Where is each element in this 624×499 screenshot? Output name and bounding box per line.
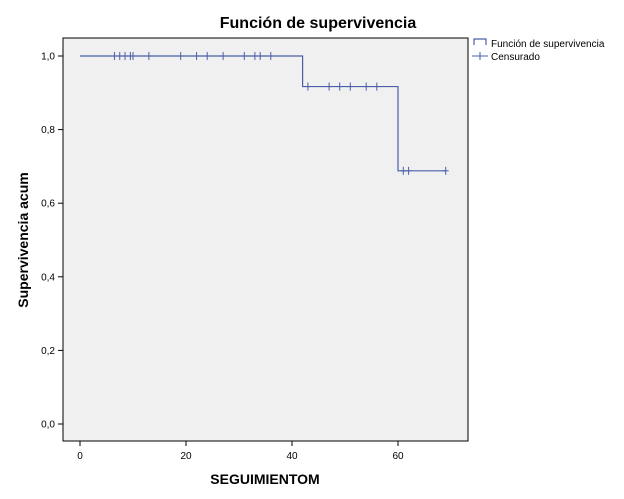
y-tick-label: 0,4	[41, 272, 55, 283]
censor-mark	[220, 52, 227, 60]
censor-mark	[177, 52, 184, 60]
y-tick-label: 0,2	[41, 346, 55, 357]
y-tick-label: 1,0	[41, 52, 55, 63]
censor-mark	[193, 52, 200, 60]
censor-mark	[257, 52, 264, 60]
censor-mark	[405, 166, 412, 175]
y-axis-title: Supervivencia acum	[15, 172, 31, 307]
censor-mark	[363, 82, 370, 91]
x-tick-label: 60	[392, 451, 404, 462]
x-tick-label: 40	[286, 451, 298, 462]
censor-mark	[400, 166, 407, 175]
censor-mark	[336, 82, 343, 91]
y-tick-label: 0,6	[41, 199, 55, 210]
censor-mark	[326, 82, 333, 91]
x-tick-label: 0	[77, 451, 83, 462]
censor-mark	[241, 52, 248, 60]
x-axis-title: SEGUIMIENTOM	[210, 471, 319, 487]
legend-entry-censored: Censurado	[472, 52, 540, 63]
censor-mark	[116, 52, 123, 60]
legend-entry-survival: Función de supervivencia	[473, 38, 605, 50]
censor-mark	[373, 82, 380, 91]
legend-label: Función de supervivencia	[491, 39, 605, 50]
censor-mark	[442, 166, 449, 175]
y-tick-label: 0,8	[41, 125, 55, 136]
plot-area	[62, 37, 469, 442]
x-tick-label: 20	[180, 451, 192, 462]
series-layer	[80, 52, 449, 175]
censor-mark	[304, 82, 311, 91]
censor-mark	[267, 52, 274, 60]
censor-mark	[145, 52, 152, 60]
y-axis: 0,0 0,2 0,4 0,6 0,8 1,0	[41, 52, 63, 431]
legend: Función de supervivencia Censurado	[472, 38, 605, 63]
censor-mark	[122, 52, 129, 60]
y-tick-label: 0,0	[41, 420, 55, 431]
x-axis: 0 20 40 60	[77, 441, 404, 462]
censor-mark	[347, 82, 354, 91]
chart-title: Función de supervivencia	[220, 15, 417, 32]
censor-mark	[251, 52, 258, 60]
censor-mark	[204, 52, 211, 60]
legend-label: Censurado	[491, 52, 540, 63]
censor-mark	[111, 52, 118, 60]
censor-mark	[130, 52, 136, 60]
legend-step-symbol	[473, 38, 487, 45]
